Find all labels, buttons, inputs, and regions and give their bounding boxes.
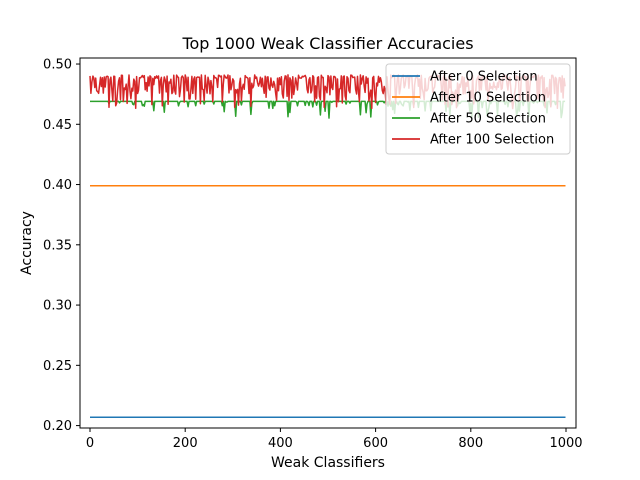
legend: After 0 Selection After 10 Selection After… [385,63,571,155]
y-axis-label: Accuracy [19,211,35,275]
x-tick-label: 0 [86,436,94,451]
legend-label: After 0 Selection [430,70,538,85]
y-tick-label: 0.30 [43,299,72,314]
y-tick-label: 0.45 [43,118,72,133]
x-axis-label: Weak Classifiers [271,455,385,471]
legend-box [385,63,571,155]
y-tick-label: 0.20 [43,419,72,434]
plot-frame [79,57,577,429]
y-tick-label: 0.35 [43,238,72,253]
y-tick-label: 0.40 [43,178,72,193]
y-tick-label: 0.25 [43,359,72,374]
x-tick-label: 1000 [549,436,582,451]
legend-label: After 10 Selection [430,91,546,106]
x-tick-label: 400 [268,436,293,451]
chart-title: Top 1000 Weak Classifier Accuracies [181,34,473,53]
x-tick-label: 600 [363,436,388,451]
legend-label: After 50 Selection [430,112,546,127]
legend-label: After 100 Selection [430,133,554,148]
x-tick-label: 200 [173,436,198,451]
x-tick-label: 800 [458,436,483,451]
y-tick-label: 0.50 [43,58,72,73]
axes: 0 200 400 600 800 1000 0.20 0.25 0.30 0.35 0.40 0.4… [43,58,583,451]
